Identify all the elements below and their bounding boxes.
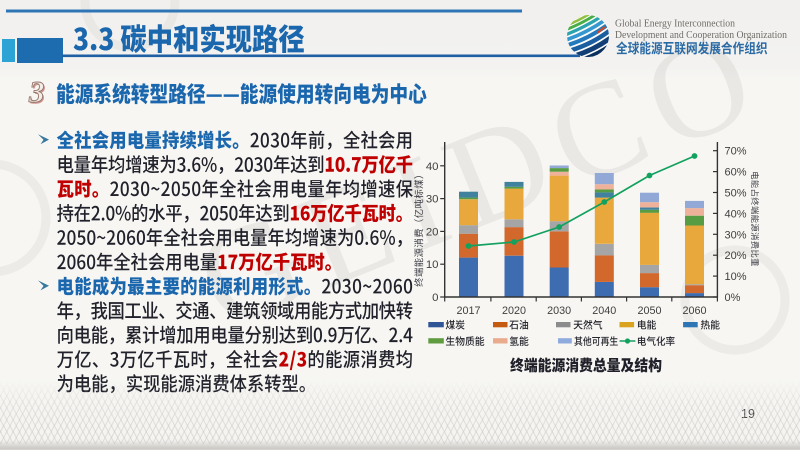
svg-text:Global Energy Interconnection: Global Energy Interconnection bbox=[615, 19, 736, 30]
svg-text:70%: 70% bbox=[725, 146, 747, 158]
svg-text:3: 3 bbox=[29, 76, 46, 111]
svg-text:20%: 20% bbox=[725, 250, 747, 262]
svg-text:Development and Cooperation Or: Development and Cooperation Organization bbox=[615, 30, 788, 41]
svg-text:60%: 60% bbox=[725, 167, 747, 179]
svg-text:2020: 2020 bbox=[502, 305, 526, 317]
svg-text:2030: 2030 bbox=[547, 305, 571, 317]
svg-text:0%: 0% bbox=[725, 292, 741, 304]
svg-text:40: 40 bbox=[426, 161, 439, 173]
svg-text:2050: 2050 bbox=[637, 305, 661, 317]
svg-text:10%: 10% bbox=[725, 271, 747, 283]
svg-text:2017: 2017 bbox=[456, 305, 480, 317]
svg-text:30: 30 bbox=[426, 194, 439, 206]
svg-text:30%: 30% bbox=[725, 229, 747, 241]
svg-text:2040: 2040 bbox=[592, 305, 616, 317]
svg-text:10: 10 bbox=[426, 259, 439, 271]
svg-text:50%: 50% bbox=[725, 188, 747, 200]
svg-text:0: 0 bbox=[432, 292, 438, 304]
svg-text:2060: 2060 bbox=[682, 305, 706, 317]
svg-text:20: 20 bbox=[426, 226, 439, 238]
svg-text:3: 3 bbox=[28, 74, 45, 109]
svg-text:40%: 40% bbox=[725, 208, 747, 220]
